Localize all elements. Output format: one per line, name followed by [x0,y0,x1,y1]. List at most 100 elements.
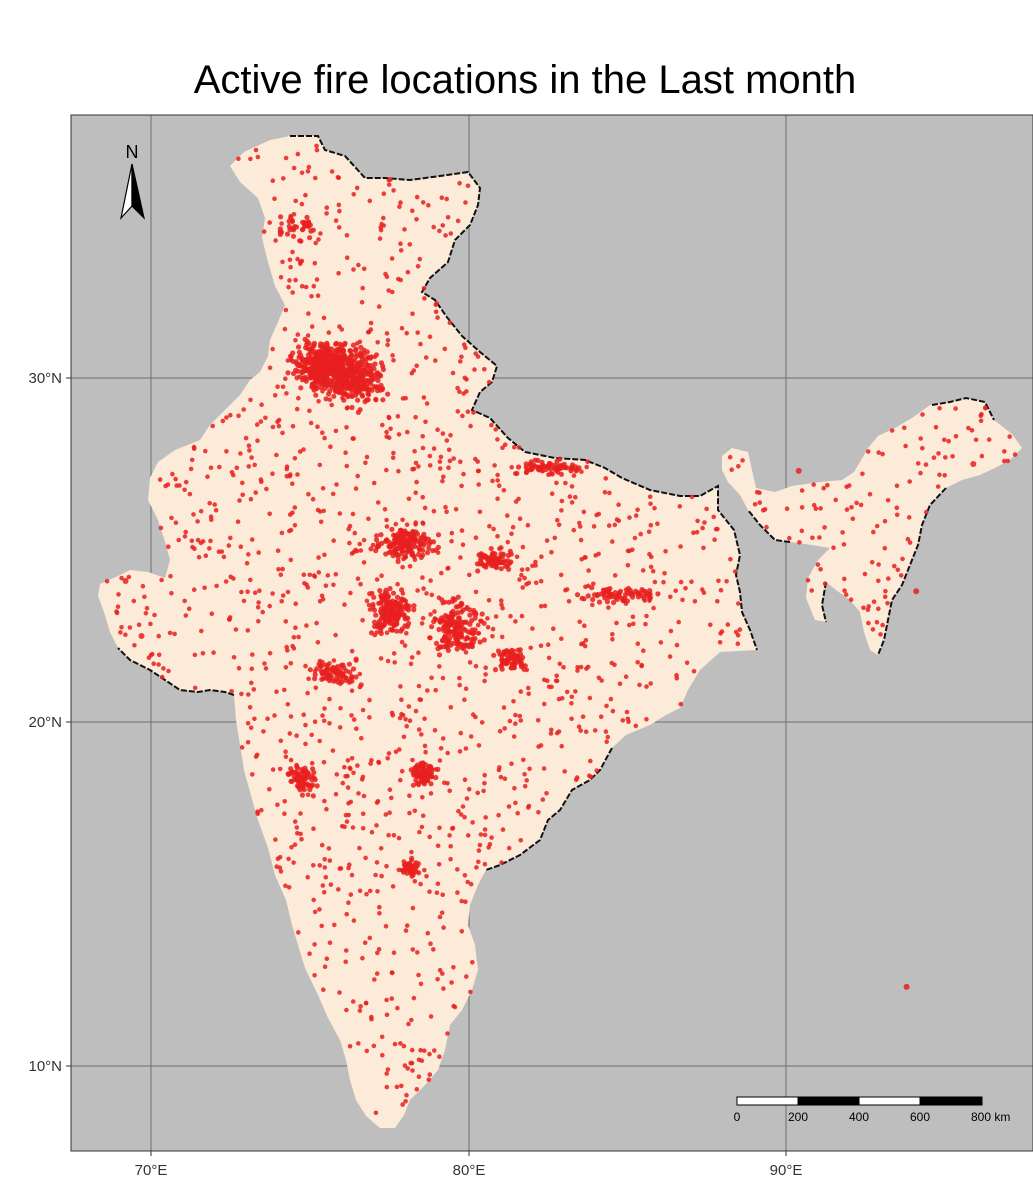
fire-point [314,366,320,372]
fire-point [361,537,367,543]
fire-point [267,365,273,371]
fire-point [415,950,420,955]
fire-point [285,702,291,707]
fire-point [360,285,366,291]
fire-point [434,301,439,306]
fire-point [631,621,636,627]
fire-point [192,685,198,691]
fire-point [437,758,443,763]
fire-point [333,572,339,577]
fire-point [437,466,443,471]
fire-point [318,668,324,674]
fire-point [604,739,609,745]
fire-point [386,832,391,838]
fire-point [288,661,294,666]
fire-point [469,618,475,624]
fire-point [511,734,517,739]
fire-point [433,767,439,772]
fire-point [261,729,266,734]
fire-point [489,835,494,840]
fire-point [497,728,503,734]
fire-point [712,537,717,542]
fire-point [440,736,446,741]
fire-point [348,361,354,367]
axis-ticks [66,377,787,1156]
fire-point [521,757,526,763]
fire-point [483,665,489,670]
fire-point [390,970,395,976]
fire-point [711,514,716,520]
fire-point [455,218,461,224]
fire-point [190,544,195,550]
fire-point [440,223,446,228]
fire-point [310,793,316,799]
fire-point [508,613,513,619]
fire-point [700,525,705,531]
fire-point [736,601,741,606]
fire-point [369,1016,374,1022]
fire-point [389,526,395,533]
fire-point [318,377,324,383]
fire-point [414,217,419,222]
fire-point [517,516,523,521]
fire-point [420,813,426,819]
india-northeast-landmass [722,398,1022,655]
fire-point [245,589,250,594]
fire-point [635,591,642,597]
fire-point [159,577,164,583]
fire-point [333,340,339,347]
fire-point [364,1048,370,1054]
fire-point [701,545,706,551]
fire-point [311,863,316,868]
fire-point [327,673,333,679]
fire-point [970,461,977,467]
fire-point [240,492,245,498]
fire-point [569,694,575,700]
fire-point [470,960,475,965]
fire-point [156,652,162,658]
fire-point [549,471,556,477]
fire-point [373,397,379,403]
fire-point [428,578,433,583]
fire-point [573,689,578,694]
fire-point [115,604,121,609]
fire-point [287,278,292,283]
fire-point [505,539,511,545]
fire-point [333,428,339,434]
fire-point [261,229,267,234]
fire-point [321,366,327,372]
fire-point [953,434,959,439]
fire-point [182,598,187,604]
fire-point [522,783,528,789]
fire-point [419,824,425,830]
fire-point [426,1077,432,1082]
fire-point [787,535,792,541]
fire-point [578,728,583,733]
fire-point [477,509,483,515]
fire-point [240,480,245,486]
fire-point [321,890,327,895]
fire-points-layer [104,143,1018,1116]
fire-point [578,664,584,670]
fire-point [935,484,941,489]
fire-point [648,501,653,507]
y-tick-label-30n: 30°N [28,370,62,387]
fire-point [288,353,294,359]
fire-point [399,1083,404,1089]
fire-point [493,614,499,619]
fire-point [489,422,494,428]
fire-point [374,577,380,582]
fire-point [276,417,282,423]
fire-point [248,577,253,583]
fire-point [578,537,584,543]
fire-point [357,1008,363,1013]
fire-point [322,964,328,969]
fire-point [969,428,975,433]
fire-point [379,595,385,601]
fire-point [277,865,283,870]
fire-point [403,1099,408,1104]
fire-point [347,862,352,867]
fire-point [499,553,506,560]
fire-point [364,598,370,604]
fire-point [614,596,620,603]
